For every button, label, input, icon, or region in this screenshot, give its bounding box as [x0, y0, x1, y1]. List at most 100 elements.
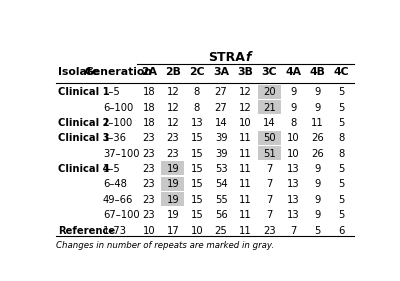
Text: 2B: 2B [165, 67, 181, 77]
Text: 3B: 3B [237, 67, 253, 77]
Text: 9: 9 [290, 103, 297, 113]
Text: 18: 18 [142, 103, 155, 113]
Text: 13: 13 [287, 210, 300, 220]
Text: 15: 15 [190, 133, 203, 143]
FancyBboxPatch shape [161, 192, 184, 206]
Text: 11: 11 [239, 164, 252, 174]
Text: 9: 9 [314, 103, 321, 113]
Text: 15: 15 [190, 164, 203, 174]
Text: 23: 23 [142, 133, 155, 143]
Text: Clinical 1: Clinical 1 [58, 87, 110, 97]
Text: 18: 18 [142, 87, 155, 97]
Text: 11: 11 [239, 226, 252, 235]
FancyBboxPatch shape [161, 161, 184, 175]
Text: 55: 55 [215, 195, 228, 205]
Text: 25: 25 [215, 226, 228, 235]
Text: 15: 15 [190, 180, 203, 189]
Text: 19: 19 [166, 164, 179, 174]
Text: 14: 14 [215, 118, 227, 128]
Text: 18: 18 [142, 118, 155, 128]
Text: 11: 11 [311, 118, 324, 128]
Text: 6: 6 [338, 226, 345, 235]
Text: 7: 7 [266, 164, 272, 174]
Text: 23: 23 [142, 195, 155, 205]
Text: STRA: STRA [208, 51, 245, 64]
Text: 13: 13 [191, 118, 203, 128]
Text: 4C: 4C [334, 67, 350, 77]
Text: 23: 23 [142, 149, 155, 159]
Text: 27: 27 [215, 103, 228, 113]
Text: 12: 12 [166, 87, 179, 97]
Text: Clinical 2: Clinical 2 [58, 118, 109, 128]
Text: 19: 19 [166, 180, 179, 189]
Text: 5: 5 [314, 226, 321, 235]
Text: Changes in number of repeats are marked in gray.: Changes in number of repeats are marked … [56, 241, 274, 250]
Text: 26: 26 [311, 149, 324, 159]
Text: 1–100: 1–100 [103, 118, 133, 128]
Text: 8: 8 [194, 103, 200, 113]
Text: 6–48: 6–48 [103, 180, 127, 189]
Text: 37–100: 37–100 [103, 149, 140, 159]
Text: 19: 19 [166, 210, 179, 220]
Text: 9: 9 [314, 164, 321, 174]
Text: Reference: Reference [58, 226, 115, 235]
FancyBboxPatch shape [258, 100, 281, 114]
Text: 21: 21 [263, 103, 276, 113]
Text: 7: 7 [290, 226, 297, 235]
Text: 19: 19 [166, 195, 179, 205]
Text: 14: 14 [263, 118, 276, 128]
Text: 39: 39 [215, 133, 227, 143]
Text: 23: 23 [263, 226, 276, 235]
Text: 1–73: 1–73 [103, 226, 127, 235]
Text: 53: 53 [215, 164, 227, 174]
Text: 23: 23 [166, 133, 179, 143]
Text: 11: 11 [239, 133, 252, 143]
Text: 12: 12 [166, 103, 179, 113]
Text: 12: 12 [166, 118, 179, 128]
Text: 5: 5 [338, 164, 345, 174]
Text: 9: 9 [314, 195, 321, 205]
FancyBboxPatch shape [258, 131, 281, 145]
Text: 10: 10 [287, 133, 300, 143]
Text: Isolate: Isolate [58, 67, 99, 77]
Text: 1–36: 1–36 [103, 133, 127, 143]
Text: 2C: 2C [189, 67, 205, 77]
Text: 8: 8 [339, 149, 345, 159]
Text: 13: 13 [287, 164, 300, 174]
Text: 9: 9 [314, 180, 321, 189]
FancyBboxPatch shape [258, 146, 281, 160]
Text: 5: 5 [338, 180, 345, 189]
Text: 15: 15 [190, 195, 203, 205]
Text: 5: 5 [338, 195, 345, 205]
Text: 11: 11 [239, 149, 252, 159]
Text: 23: 23 [166, 149, 179, 159]
Text: 11: 11 [239, 180, 252, 189]
Text: 5: 5 [338, 87, 345, 97]
Text: 4B: 4B [310, 67, 326, 77]
Text: 9: 9 [290, 87, 297, 97]
Text: 26: 26 [311, 133, 324, 143]
Text: Generation: Generation [85, 67, 153, 77]
Text: 11: 11 [239, 210, 252, 220]
FancyBboxPatch shape [258, 85, 281, 99]
Text: 5: 5 [338, 118, 345, 128]
Text: 1–5: 1–5 [103, 87, 121, 97]
Text: 8: 8 [194, 87, 200, 97]
Text: 7: 7 [266, 180, 272, 189]
Text: Clinical 4: Clinical 4 [58, 164, 110, 174]
Text: 17: 17 [166, 226, 179, 235]
Text: 3C: 3C [262, 67, 277, 77]
Text: 11: 11 [239, 195, 252, 205]
Text: 8: 8 [339, 133, 345, 143]
Text: 10: 10 [191, 226, 203, 235]
Text: 6–100: 6–100 [103, 103, 133, 113]
Text: 15: 15 [190, 210, 203, 220]
Text: 13: 13 [287, 195, 300, 205]
Text: 1–5: 1–5 [103, 164, 121, 174]
Text: 10: 10 [287, 149, 300, 159]
Text: 27: 27 [215, 87, 228, 97]
Text: 5: 5 [338, 103, 345, 113]
Text: 7: 7 [266, 210, 272, 220]
Text: 2A: 2A [141, 67, 157, 77]
Text: 56: 56 [215, 210, 228, 220]
